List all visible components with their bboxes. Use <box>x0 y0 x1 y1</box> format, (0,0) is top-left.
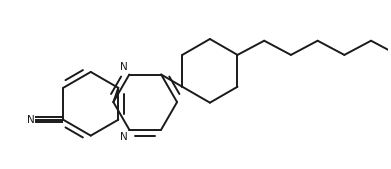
Text: N: N <box>27 115 34 125</box>
Text: N: N <box>120 132 127 142</box>
Text: N: N <box>120 62 127 72</box>
